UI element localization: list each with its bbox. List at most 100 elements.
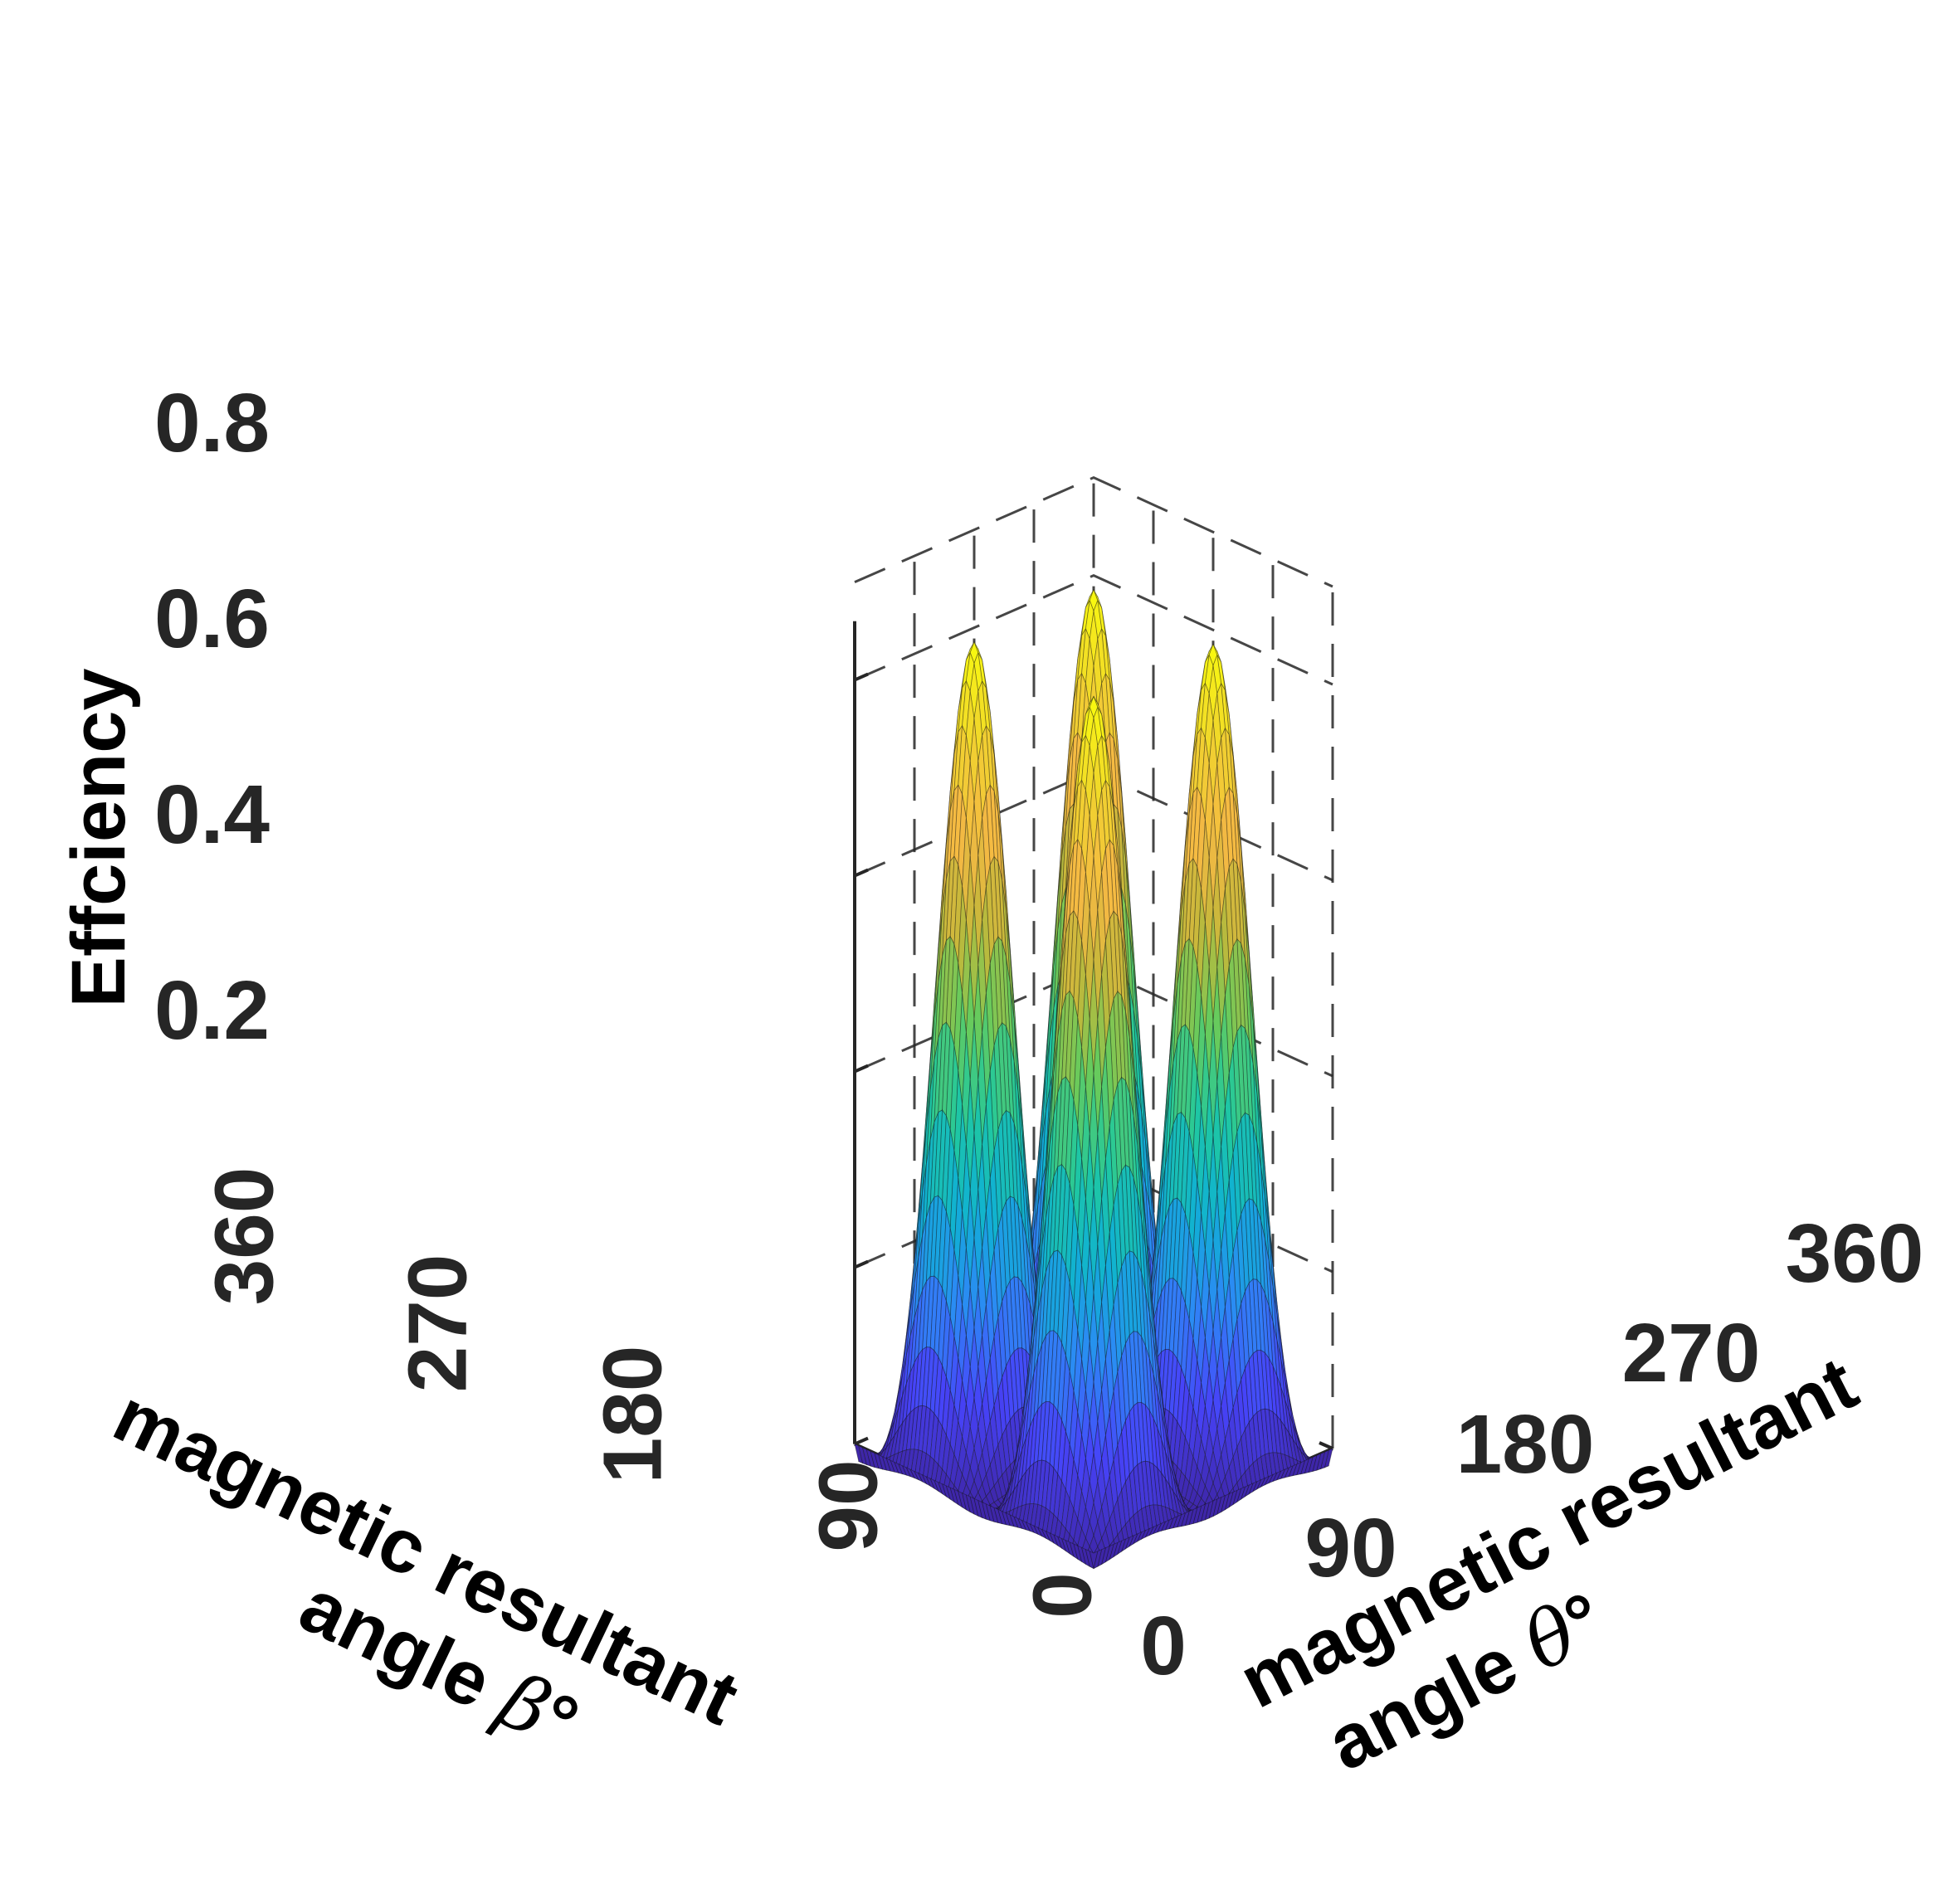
z-tick-label: 0.6	[154, 572, 270, 665]
surface-patch	[993, 1507, 1003, 1525]
beta-tick-label: 180	[586, 1346, 679, 1484]
surface-patch	[1153, 1195, 1162, 1286]
surface-patch	[1181, 793, 1190, 894]
z-tick-mark	[854, 672, 869, 682]
theta-tick-label: 180	[1456, 1398, 1595, 1491]
grid-line	[854, 475, 1333, 588]
surface-patch	[1105, 742, 1114, 810]
beta-tick-mark	[854, 1436, 869, 1446]
surface-patch	[1244, 1483, 1254, 1497]
surface-patch	[914, 1405, 924, 1451]
beta-tick-label: 360	[197, 1167, 290, 1306]
surface-patch	[1265, 1239, 1274, 1322]
surface-patch	[1026, 1194, 1035, 1284]
surface-patch	[1033, 1247, 1042, 1338]
surface-patch	[1184, 1508, 1194, 1527]
surface-patch	[1285, 1369, 1294, 1416]
surface-patch	[1061, 845, 1070, 946]
surface-patch	[1161, 1092, 1170, 1195]
surface-patch	[934, 891, 943, 1002]
surface-patch	[1125, 946, 1134, 1057]
beta-tick-label: 90	[802, 1459, 895, 1551]
surface-patch	[1041, 1144, 1051, 1248]
z-tick-label: 0.4	[154, 768, 270, 861]
theta-tick-label: 0	[1140, 1600, 1187, 1692]
surface-patch	[1041, 1087, 1051, 1184]
surface-patch	[1125, 904, 1134, 1009]
surface-patch	[1041, 1116, 1051, 1223]
surface-patch	[1145, 1142, 1154, 1232]
surface-patch	[1161, 1064, 1170, 1171]
surface-patch	[1245, 912, 1254, 1022]
theta-tick-mark	[1319, 1441, 1333, 1450]
surface-patch	[1021, 1465, 1031, 1507]
surface-patch	[902, 1310, 911, 1376]
surface-patch	[1225, 689, 1234, 757]
surface-patch	[986, 725, 995, 792]
surface-patch	[1165, 1421, 1174, 1468]
surface-patch	[1137, 1088, 1146, 1185]
surface-patch	[1105, 780, 1114, 847]
surface-patch	[922, 1139, 931, 1236]
surface-patch	[1061, 738, 1070, 840]
surface-patch	[1105, 635, 1114, 703]
z-tick-mark	[854, 1259, 869, 1269]
surface-patch	[1256, 1064, 1265, 1172]
grid-line	[854, 573, 1333, 686]
surface-patch	[962, 652, 971, 689]
surface-patch	[1061, 808, 1070, 904]
beta-tick-label: 270	[391, 1254, 484, 1393]
surface-patch	[1021, 1365, 1031, 1430]
surface-patch	[1136, 1529, 1147, 1542]
surface-patch	[1276, 1415, 1285, 1456]
surface-patch	[1137, 1117, 1146, 1225]
theta-tick-label: 90	[1304, 1502, 1397, 1595]
surface-patch	[1053, 857, 1062, 967]
surface-patch	[1304, 1456, 1314, 1474]
surface-patch	[1006, 957, 1015, 1061]
beta-axis-ticks: 0 90 180 270 360	[197, 1167, 1109, 1619]
surface-patch	[1181, 1476, 1190, 1500]
surface-patch	[1124, 1535, 1134, 1550]
surface-patch	[1089, 1551, 1099, 1569]
surface-patch	[1137, 1145, 1146, 1249]
surface-patch	[862, 1447, 871, 1467]
z-tick-mark	[854, 1064, 869, 1074]
z-tick-label: 0.8	[154, 377, 270, 470]
surface-patch	[1285, 1378, 1294, 1424]
surface-patch	[1161, 1142, 1170, 1239]
surface-patch	[894, 1375, 903, 1420]
surface-patch	[1013, 1419, 1022, 1467]
surface-patch	[914, 1348, 924, 1410]
surface-patch	[1117, 845, 1126, 947]
surface-patch	[1245, 894, 1254, 1005]
surface-patch	[942, 791, 951, 892]
surface-patch	[1081, 707, 1090, 743]
surface-patch	[1097, 1547, 1106, 1567]
z-tick-mark	[854, 868, 869, 878]
theta-axis-ticks: 0 90 180 270 360	[1140, 1207, 1923, 1692]
surface-patch	[1201, 655, 1210, 690]
surface-patch	[934, 1479, 943, 1495]
theta-tick-label: 270	[1622, 1307, 1761, 1400]
surface-patch	[1225, 728, 1234, 795]
z-axis-ticks: 0.2 0.4 0.6 0.8	[154, 377, 270, 1057]
surface-patch	[921, 1473, 932, 1488]
surface-mesh	[854, 588, 1333, 1570]
surface-patch	[1157, 1467, 1166, 1508]
surface-patch	[1177, 1487, 1186, 1509]
surface-patch	[1041, 1194, 1051, 1291]
surface-patch	[1017, 1140, 1026, 1237]
z-tick-label: 0.2	[154, 964, 270, 1057]
surface-patch	[1276, 1313, 1285, 1379]
surface-patch	[1125, 964, 1134, 1074]
surface-patch	[1256, 1093, 1265, 1196]
surface-patch	[1296, 1434, 1305, 1457]
surface-patch	[1216, 1495, 1226, 1515]
z-axis-title: Effciency	[56, 668, 141, 1007]
surface-patch	[997, 1474, 1007, 1497]
surface-patch	[934, 909, 943, 1019]
surface-patch	[1255, 1477, 1266, 1490]
surface-patch	[1081, 600, 1090, 636]
